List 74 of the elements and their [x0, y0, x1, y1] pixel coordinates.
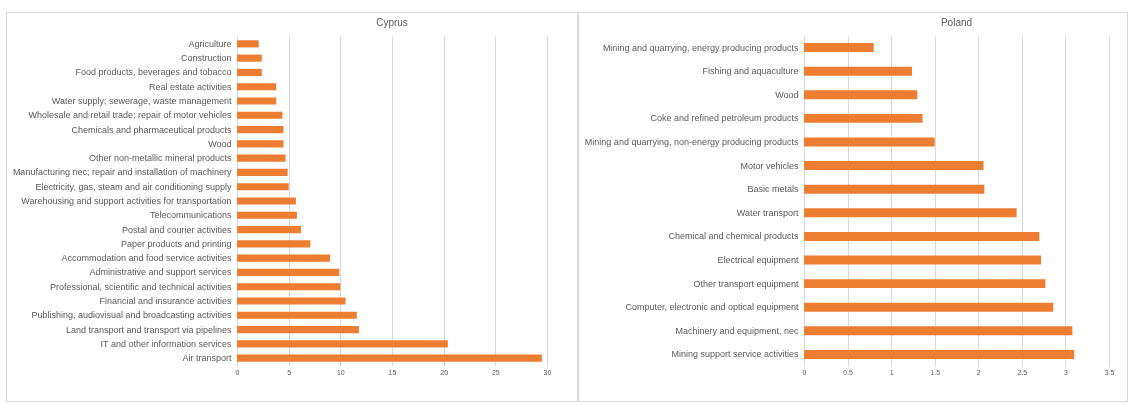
y-tick-label: Wood: [208, 138, 232, 149]
bar: [804, 231, 1040, 241]
bar: [237, 326, 359, 334]
y-tick-label: Construction: [180, 53, 232, 64]
y-tick-label: Air transport: [182, 353, 232, 364]
bar: [237, 111, 283, 119]
bar: [237, 297, 346, 305]
y-tick-label: Manufacturing nec; repair and installation of machinery: [12, 167, 232, 178]
bar: [804, 43, 874, 53]
y-tick-label: Land transport and transport via pipelines: [65, 324, 232, 335]
y-tick-label: Accommodation and food service activities: [61, 253, 232, 264]
y-tick-label: Other transport equipment: [693, 278, 799, 289]
y-tick-label: Paper products and printing: [120, 238, 232, 249]
y-tick-label: Mining and quarrying, energy producing products: [602, 42, 799, 53]
bar: [804, 302, 1054, 312]
y-tick-label: Professional, scientific and technical activities: [49, 281, 232, 292]
bar: [237, 340, 448, 348]
y-tick-label: Chemical and chemical products: [668, 231, 799, 242]
bar: [237, 83, 277, 91]
bar: [237, 283, 341, 291]
bar: [237, 254, 330, 262]
y-tick-label: Food products, beverages and tobacco: [75, 67, 232, 78]
y-tick-label: Publishing, audiovisual and broadcasting activities: [31, 310, 232, 321]
y-tick-label: IT and other information services: [100, 338, 232, 349]
bar: [804, 161, 984, 171]
y-tick-label: Other non-metallic mineral products: [88, 153, 232, 164]
bar: [237, 183, 289, 191]
bar: [237, 311, 357, 319]
bar: [804, 66, 913, 76]
bar: [804, 326, 1073, 336]
bar: [804, 113, 923, 123]
bar: [804, 349, 1075, 359]
bar: [237, 140, 284, 148]
y-tick-label: Agriculture: [188, 38, 232, 49]
bar: [237, 40, 259, 48]
y-tick-label: Electrical equipment: [717, 255, 799, 266]
y-tick-label: Financial and insurance activities: [99, 296, 232, 306]
bar: [237, 240, 311, 248]
y-tick-label: Mining support service activities: [671, 349, 799, 360]
y-tick-label: Water transport: [736, 207, 799, 218]
y-tick-label: Chemicals and pharmaceutical products: [71, 124, 232, 135]
y-tick-label: Motor vehicles: [740, 160, 799, 171]
chart-title: Poland: [940, 17, 973, 28]
bar: [804, 90, 918, 100]
y-tick-label: Wood: [775, 89, 799, 100]
chart-title: Cyprus: [376, 17, 408, 28]
bar: [237, 168, 288, 176]
bar: [237, 154, 286, 162]
y-tick-label: Real estate activities: [148, 81, 232, 92]
y-tick-label: Warehousing and support activities for transportation: [21, 196, 232, 206]
bar: [237, 268, 340, 276]
y-tick-label: Postal and courier activities: [121, 224, 232, 235]
bar: [237, 68, 262, 76]
y-tick-label: Administrative and support services: [89, 267, 232, 278]
y-tick-label: Telecommunications: [149, 210, 232, 221]
y-tick-label: Basic metals: [747, 184, 799, 195]
y-tick-label: Mining and quarrying, non-energy producing products: [584, 136, 799, 147]
y-tick-label: Computer, electronic and optical equipment: [625, 302, 799, 313]
bar: [237, 126, 284, 134]
bar: [237, 226, 302, 234]
y-tick-label: Fishing and aquaculture: [702, 66, 799, 77]
y-tick-label: Machinery and equipment, nec: [675, 325, 799, 336]
bar: [804, 279, 1046, 289]
y-tick-label: Water supply; sewerage, waste management: [51, 96, 232, 106]
bar: [804, 208, 1017, 218]
y-tick-label: Wholesale and retail trade; repair of motor vehicles: [28, 110, 232, 121]
bar: [237, 97, 277, 105]
bar: [237, 354, 542, 362]
bar: [804, 184, 985, 194]
y-tick-label: Coke and refined petroleum products: [650, 113, 799, 124]
bar: [237, 54, 262, 62]
y-tick-label: Electricity, gas, steam and air conditioning supply: [35, 181, 232, 192]
bar: [237, 211, 297, 219]
bar: [237, 197, 296, 205]
